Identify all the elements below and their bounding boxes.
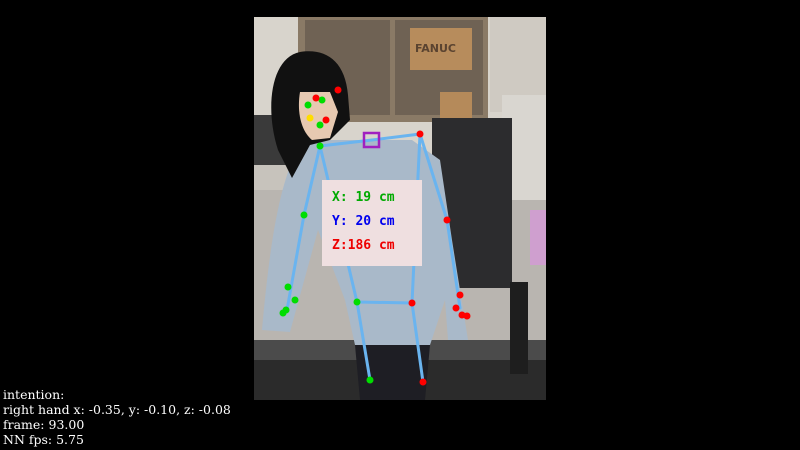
- keypoint-right-cheek: [322, 116, 330, 124]
- keypoint-right-hip: [408, 299, 416, 307]
- keypoint-right-shoulder: [416, 130, 424, 138]
- coord-x-text: X: 19 cm: [332, 190, 395, 205]
- coord-z-text: Z:186 cm: [332, 238, 395, 253]
- skeleton-hips: [355, 300, 414, 305]
- keypoint-right-elbow: [443, 216, 451, 224]
- keypoint-right-hand-1: [452, 304, 460, 312]
- keypoint-right-hand-3: [463, 312, 471, 320]
- keypoint-left-cheek: [316, 121, 324, 129]
- camera-frame: FANUC: [254, 17, 546, 400]
- keypoint-left-eye: [304, 101, 312, 109]
- intention-label: intention:: [3, 387, 65, 402]
- cardboard-box: [410, 28, 472, 70]
- keypoint-right-ear: [334, 86, 342, 94]
- keypoint-left-hip: [353, 298, 361, 306]
- info-overlay: intention: right hand x: -0.35, y: -0.10,…: [3, 387, 231, 447]
- right-hand-readout: right hand x: -0.35, y: -0.10, z: -0.08: [3, 402, 231, 417]
- coord-y-text: Y: 20 cm: [332, 214, 395, 229]
- keypoints: [279, 86, 471, 386]
- skeleton-left-upper-arm: [302, 144, 322, 217]
- keypoint-left-shoulder: [316, 142, 324, 150]
- keypoint-nose: [306, 114, 314, 122]
- skeleton-left-forearm: [285, 213, 306, 312]
- keypoint-right-wrist: [456, 291, 464, 299]
- keypoint-right-knee: [419, 378, 427, 386]
- box-brand-label: FANUC: [415, 42, 456, 55]
- skeleton-right-upper-arm: [418, 132, 449, 222]
- keypoint-left-ear: [318, 96, 326, 104]
- keypoint-left-hand-1: [291, 296, 299, 304]
- fps-readout: NN fps: 5.75: [3, 432, 84, 447]
- neck-target-marker: [362, 131, 381, 149]
- keypoint-right-eye: [312, 94, 320, 102]
- keypoint-left-knee: [366, 376, 374, 384]
- keypoint-left-wrist: [284, 283, 292, 291]
- skeleton-right-thigh: [410, 301, 425, 384]
- keypoint-left-hand-3: [279, 309, 287, 317]
- frame-readout: frame: 93.00: [3, 417, 85, 432]
- keypoint-left-elbow: [300, 211, 308, 219]
- skeleton-left-thigh: [355, 300, 372, 382]
- coordinate-box: X: 19 cm Y: 20 cm Z:186 cm: [322, 180, 422, 266]
